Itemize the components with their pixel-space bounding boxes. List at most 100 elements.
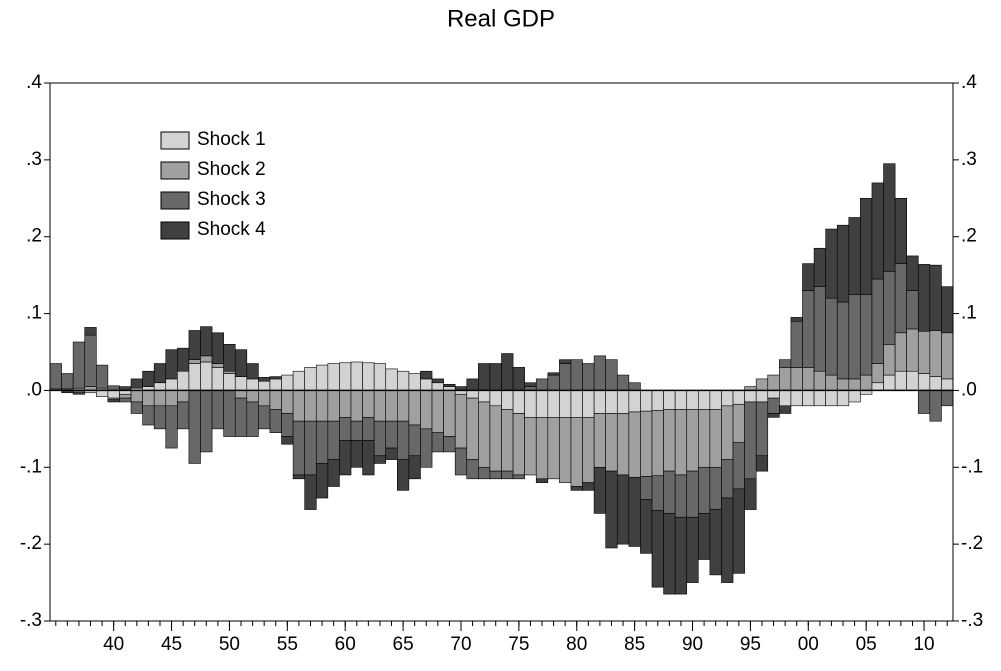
- bar-segment: [234, 349, 248, 377]
- bar-segment: [96, 364, 109, 389]
- bar-segment: [698, 513, 711, 560]
- bar-segment: [721, 390, 734, 407]
- y-tick-label: .4: [26, 72, 42, 93]
- bar-segment: [246, 363, 259, 380]
- bar-segment: [339, 390, 352, 418]
- bar-segment: [570, 390, 583, 418]
- legend-swatch: [160, 221, 190, 240]
- bar-segment: [860, 197, 873, 295]
- bar-segment: [860, 294, 873, 376]
- y2-tick-label: -.3: [961, 610, 983, 631]
- bar-segment: [489, 390, 502, 407]
- bar-segment: [640, 390, 653, 412]
- chart-title: Real GDP: [447, 5, 555, 32]
- bar-segment: [929, 390, 942, 422]
- bar-segment: [825, 374, 838, 391]
- bar-segment: [547, 372, 560, 376]
- bar-segment: [582, 390, 595, 418]
- bar-segment: [501, 470, 514, 480]
- bar-segment: [871, 182, 884, 280]
- bar-segment: [258, 390, 271, 407]
- bar-segment: [281, 413, 294, 437]
- bar-segment: [373, 420, 387, 457]
- bar-segment: [582, 363, 595, 391]
- bar-segment: [848, 378, 861, 391]
- bar-segment: [894, 370, 907, 391]
- bar-segment: [512, 413, 525, 476]
- bar-segment: [72, 341, 86, 389]
- bar-segment: [188, 330, 201, 360]
- bar-segment: [605, 413, 618, 472]
- bar-segment: [929, 376, 942, 391]
- bar-segment: [767, 413, 780, 418]
- bar-segment: [96, 390, 109, 397]
- bar-segment: [744, 390, 757, 403]
- bar-segment: [420, 370, 433, 380]
- y-tick-label: .0: [26, 379, 42, 400]
- bar-segment: [350, 390, 363, 422]
- bar-segment: [651, 475, 664, 511]
- bar-segment: [408, 390, 421, 426]
- bar-segment: [906, 328, 919, 372]
- bar-segment: [779, 405, 792, 414]
- bar-segment: [802, 390, 815, 407]
- bar-segment: [200, 355, 213, 363]
- x-tick-label: 90: [682, 634, 703, 655]
- bar-segment: [732, 390, 745, 405]
- bar-segment: [130, 390, 143, 403]
- bar-segment: [408, 424, 421, 457]
- y2-tick-label: -.1: [961, 456, 983, 477]
- bar-segment: [535, 378, 549, 391]
- bar-segment: [535, 390, 549, 418]
- y2-tick-label: .3: [961, 149, 977, 170]
- x-tick-label: 60: [335, 634, 356, 655]
- bar-segment: [420, 428, 433, 468]
- bar-segment: [315, 390, 329, 422]
- bar-segment: [339, 362, 352, 391]
- bar-segment: [327, 363, 340, 391]
- bar-segment: [339, 417, 352, 441]
- bar-segment: [177, 401, 190, 430]
- bar-segment: [917, 390, 931, 414]
- bar-segment: [686, 409, 699, 472]
- x-tick-label: 45: [161, 634, 182, 655]
- bar-segment: [269, 378, 282, 391]
- y-tick-label: -.1: [20, 456, 42, 477]
- bar-segment: [443, 390, 456, 437]
- x-tick-label: 40: [103, 634, 124, 655]
- bar-segment: [466, 397, 479, 460]
- bar-segment: [813, 286, 826, 372]
- bar-segment: [674, 516, 688, 595]
- bar-segment: [721, 497, 734, 583]
- bar-segment: [107, 390, 120, 399]
- bar-segment: [153, 382, 167, 391]
- bar-segment: [605, 390, 618, 414]
- bar-segment: [501, 409, 514, 472]
- bar-segment: [535, 478, 549, 483]
- bar-segment: [211, 390, 224, 430]
- bar-segment: [755, 455, 769, 472]
- bar-segment: [524, 382, 537, 387]
- y2-tick-label: .1: [961, 303, 977, 324]
- bar-segment: [883, 270, 896, 345]
- bar-segment: [616, 374, 630, 391]
- x-tick-label: 85: [624, 634, 645, 655]
- bar-segment: [350, 420, 363, 441]
- bar-segment: [663, 390, 676, 410]
- bar-segment: [223, 344, 236, 372]
- bar-segment: [142, 405, 155, 426]
- bar-segment: [605, 359, 618, 391]
- bar-segment: [431, 390, 444, 433]
- bar-segment: [478, 401, 491, 468]
- bar-segment: [779, 359, 792, 368]
- bar-segment: [535, 417, 549, 480]
- x-tick-label: 50: [219, 634, 240, 655]
- bar-segment: [408, 455, 421, 480]
- x-tick-label: 80: [566, 634, 587, 655]
- bar-segment: [397, 390, 410, 422]
- legend-label: Shock 1: [197, 129, 266, 150]
- bar-segment: [315, 420, 329, 464]
- bar-segment: [894, 263, 907, 334]
- bar-segment: [790, 367, 803, 391]
- bar-segment: [848, 390, 861, 403]
